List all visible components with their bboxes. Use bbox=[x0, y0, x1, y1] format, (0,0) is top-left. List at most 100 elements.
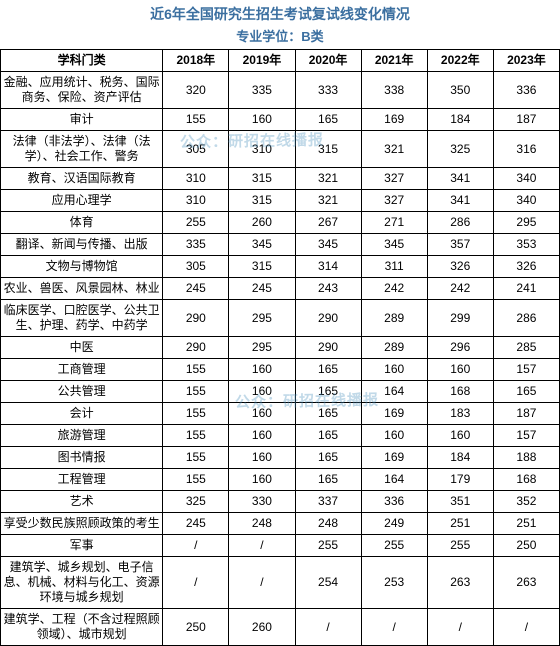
cell-value: 155 bbox=[163, 359, 229, 381]
cell-category: 文物与博物馆 bbox=[1, 256, 163, 278]
cell-category: 中医 bbox=[1, 337, 163, 359]
table-row: 艺术325330337336351352 bbox=[1, 491, 560, 513]
cell-value: 241 bbox=[493, 278, 559, 300]
table-row: 享受少数民族照顾政策的考生245248248249251251 bbox=[1, 513, 560, 535]
cell-value: 165 bbox=[295, 447, 361, 469]
cell-value: 155 bbox=[163, 109, 229, 131]
cell-value: 305 bbox=[163, 131, 229, 168]
cell-value: 340 bbox=[493, 190, 559, 212]
cell-value: 251 bbox=[427, 513, 493, 535]
cell-value: 336 bbox=[361, 491, 427, 513]
cell-value: 315 bbox=[229, 168, 295, 190]
cell-value: 327 bbox=[361, 190, 427, 212]
cell-value: 245 bbox=[163, 513, 229, 535]
cell-value: 165 bbox=[295, 403, 361, 425]
cell-category: 工商管理 bbox=[1, 359, 163, 381]
cell-value: 352 bbox=[493, 491, 559, 513]
cell-value: 165 bbox=[295, 381, 361, 403]
cell-value: 299 bbox=[427, 300, 493, 337]
cell-value: 187 bbox=[493, 403, 559, 425]
cell-value: 250 bbox=[163, 609, 229, 646]
cell-value: 165 bbox=[295, 425, 361, 447]
cell-value: 155 bbox=[163, 381, 229, 403]
cell-value: 184 bbox=[427, 109, 493, 131]
cell-value: 255 bbox=[427, 535, 493, 557]
cell-value: 321 bbox=[295, 190, 361, 212]
cell-value: 160 bbox=[229, 425, 295, 447]
cell-value: 310 bbox=[229, 131, 295, 168]
cell-value: 326 bbox=[427, 256, 493, 278]
table-row: 农业、兽医、风景园林、林业245245243242242241 bbox=[1, 278, 560, 300]
cell-value: 254 bbox=[295, 557, 361, 609]
cell-value: 327 bbox=[361, 168, 427, 190]
cell-value: 160 bbox=[361, 425, 427, 447]
cell-value: 296 bbox=[427, 337, 493, 359]
cell-value: 255 bbox=[361, 535, 427, 557]
cell-category: 建筑学、城乡规划、电子信息、机械、材料与化工、资源环境与城乡规划 bbox=[1, 557, 163, 609]
table-row: 法律（非法学）、法律（法学）、社会工作、警务305310315321325316 bbox=[1, 131, 560, 168]
cell-value: 345 bbox=[295, 234, 361, 256]
cell-value: 253 bbox=[361, 557, 427, 609]
cell-value: 168 bbox=[427, 381, 493, 403]
cell-value: 165 bbox=[493, 381, 559, 403]
cell-category: 军事 bbox=[1, 535, 163, 557]
cell-value: 271 bbox=[361, 212, 427, 234]
table-row: 文物与博物馆305315314311326326 bbox=[1, 256, 560, 278]
cell-value: 155 bbox=[163, 425, 229, 447]
page-subtitle: 专业学位：B类 bbox=[0, 26, 560, 49]
cell-category: 工程管理 bbox=[1, 469, 163, 491]
cell-value: 337 bbox=[295, 491, 361, 513]
table-row: 图书情报155160165169184188 bbox=[1, 447, 560, 469]
cell-value: 353 bbox=[493, 234, 559, 256]
cell-value: 316 bbox=[493, 131, 559, 168]
cell-value: 260 bbox=[229, 609, 295, 646]
cell-value: 169 bbox=[361, 403, 427, 425]
cell-value: 165 bbox=[295, 469, 361, 491]
table-header-row: 学科门类2018年2019年2020年2021年2022年2023年 bbox=[1, 50, 560, 72]
cell-value: 289 bbox=[361, 300, 427, 337]
cell-value: 248 bbox=[229, 513, 295, 535]
cell-value: 289 bbox=[361, 337, 427, 359]
cell-value: / bbox=[493, 609, 559, 646]
table-row: 建筑学、城乡规划、电子信息、机械、材料与化工、资源环境与城乡规划//254253… bbox=[1, 557, 560, 609]
cell-value: 320 bbox=[163, 72, 229, 109]
cell-value: 160 bbox=[229, 447, 295, 469]
cell-value: / bbox=[163, 535, 229, 557]
cell-value: 245 bbox=[229, 278, 295, 300]
cell-value: 311 bbox=[361, 256, 427, 278]
cell-value: 155 bbox=[163, 469, 229, 491]
cell-value: 160 bbox=[229, 109, 295, 131]
cell-value: 243 bbox=[295, 278, 361, 300]
cell-category: 会计 bbox=[1, 403, 163, 425]
page-title: 近6年全国研究生招生考试复试线变化情况 bbox=[0, 0, 560, 26]
col-header-year: 2021年 bbox=[361, 50, 427, 72]
cell-category: 体育 bbox=[1, 212, 163, 234]
cell-value: 321 bbox=[295, 168, 361, 190]
cell-value: 325 bbox=[163, 491, 229, 513]
table-row: 审计155160165169184187 bbox=[1, 109, 560, 131]
cell-category: 审计 bbox=[1, 109, 163, 131]
cell-value: 164 bbox=[361, 381, 427, 403]
cell-value: 250 bbox=[493, 535, 559, 557]
cell-category: 公共管理 bbox=[1, 381, 163, 403]
cell-value: 330 bbox=[229, 491, 295, 513]
cell-value: 184 bbox=[427, 447, 493, 469]
table-row: 金融、应用统计、税务、国际商务、保险、资产评估32033533333835033… bbox=[1, 72, 560, 109]
cell-value: 160 bbox=[229, 469, 295, 491]
cell-value: 183 bbox=[427, 403, 493, 425]
cell-value: 165 bbox=[295, 359, 361, 381]
col-header-year: 2019年 bbox=[229, 50, 295, 72]
table-row: 应用心理学310315321327341340 bbox=[1, 190, 560, 212]
cell-value: 338 bbox=[361, 72, 427, 109]
cell-value: / bbox=[163, 557, 229, 609]
table-row: 军事//255255255250 bbox=[1, 535, 560, 557]
table-row: 公共管理155160165164168165 bbox=[1, 381, 560, 403]
cell-value: 263 bbox=[493, 557, 559, 609]
cell-value: 160 bbox=[427, 425, 493, 447]
cell-category: 艺术 bbox=[1, 491, 163, 513]
cell-value: 290 bbox=[295, 337, 361, 359]
cell-value: 160 bbox=[229, 381, 295, 403]
cell-category: 金融、应用统计、税务、国际商务、保险、资产评估 bbox=[1, 72, 163, 109]
table-row: 建筑学、工程（不含过程照顾领域）、城市规划250260//// bbox=[1, 609, 560, 646]
cell-value: / bbox=[361, 609, 427, 646]
